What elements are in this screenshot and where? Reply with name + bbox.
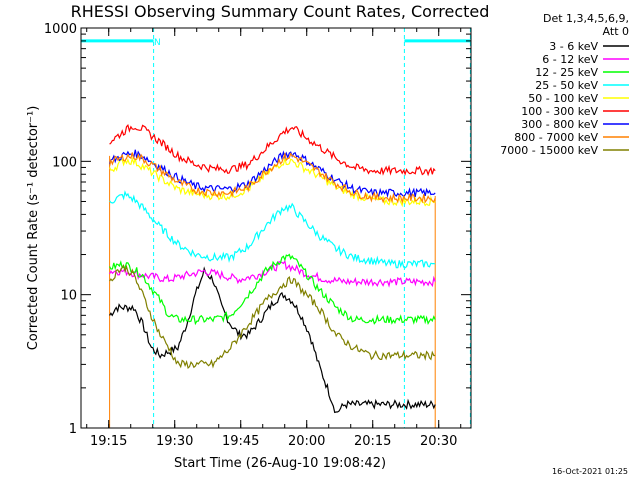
y-tick-label-1: 10: [60, 289, 77, 304]
y-tick-label-2: 100: [52, 155, 77, 170]
x-tick-label-0: 19:15: [90, 434, 127, 449]
x-tick-label-1: 19:30: [156, 434, 193, 449]
legend-label-8: 7000 - 15000 keV: [500, 144, 598, 157]
plot-area: [80, 28, 471, 428]
x-tick-label-2: 19:45: [222, 434, 259, 449]
x-tick-label-3: 20:00: [288, 434, 325, 449]
series-line-3: [109, 190, 436, 269]
legend-label-1: 6 - 12 keV: [542, 53, 598, 66]
series-line-6: [109, 149, 436, 199]
axis-ticks: 19:15 19:30 19:45 20:00 20:15 20:30 1 10 100 1000: [44, 22, 471, 449]
legend-label-0: 3 - 6 keV: [549, 40, 598, 53]
series-line-7: [109, 151, 436, 204]
legend-label-6: 300 - 800 keV: [521, 118, 598, 131]
series-line-8: [109, 263, 436, 369]
legend-header-line-1: Det 1,3,4,5,6,9,: [543, 12, 629, 25]
legend-label-3: 25 - 50 keV: [535, 79, 598, 92]
legend-header-line-2: Att 0: [603, 25, 629, 38]
series-line-2: [109, 253, 436, 326]
legend-label-7: 800 - 7000 keV: [514, 131, 598, 144]
x-tick-label-5: 20:30: [420, 434, 457, 449]
series-line-0: [109, 266, 436, 414]
series-line-5: [109, 123, 436, 177]
night-marker: N: [154, 38, 161, 48]
legend-label-2: 12 - 25 keV: [535, 66, 598, 79]
y-axis-label: Corrected Count Rate (s⁻¹ detector⁻¹): [26, 106, 41, 351]
x-axis-label: Start Time (26-Aug-10 19:08:42): [174, 456, 386, 471]
y-tick-label-0: 1: [69, 422, 77, 437]
legend-label-4: 50 - 100 keV: [528, 92, 598, 105]
x-tick-label-4: 20:15: [354, 434, 391, 449]
footer-date-stamp: 16-Oct-2021 01:25: [552, 467, 628, 476]
legend-label-5: 100 - 300 keV: [521, 105, 598, 118]
chart-title: RHESSI Observing Summary Count Rates, Co…: [71, 2, 490, 21]
plot-frame: [80, 27, 472, 429]
y-tick-label-3: 1000: [44, 22, 77, 37]
